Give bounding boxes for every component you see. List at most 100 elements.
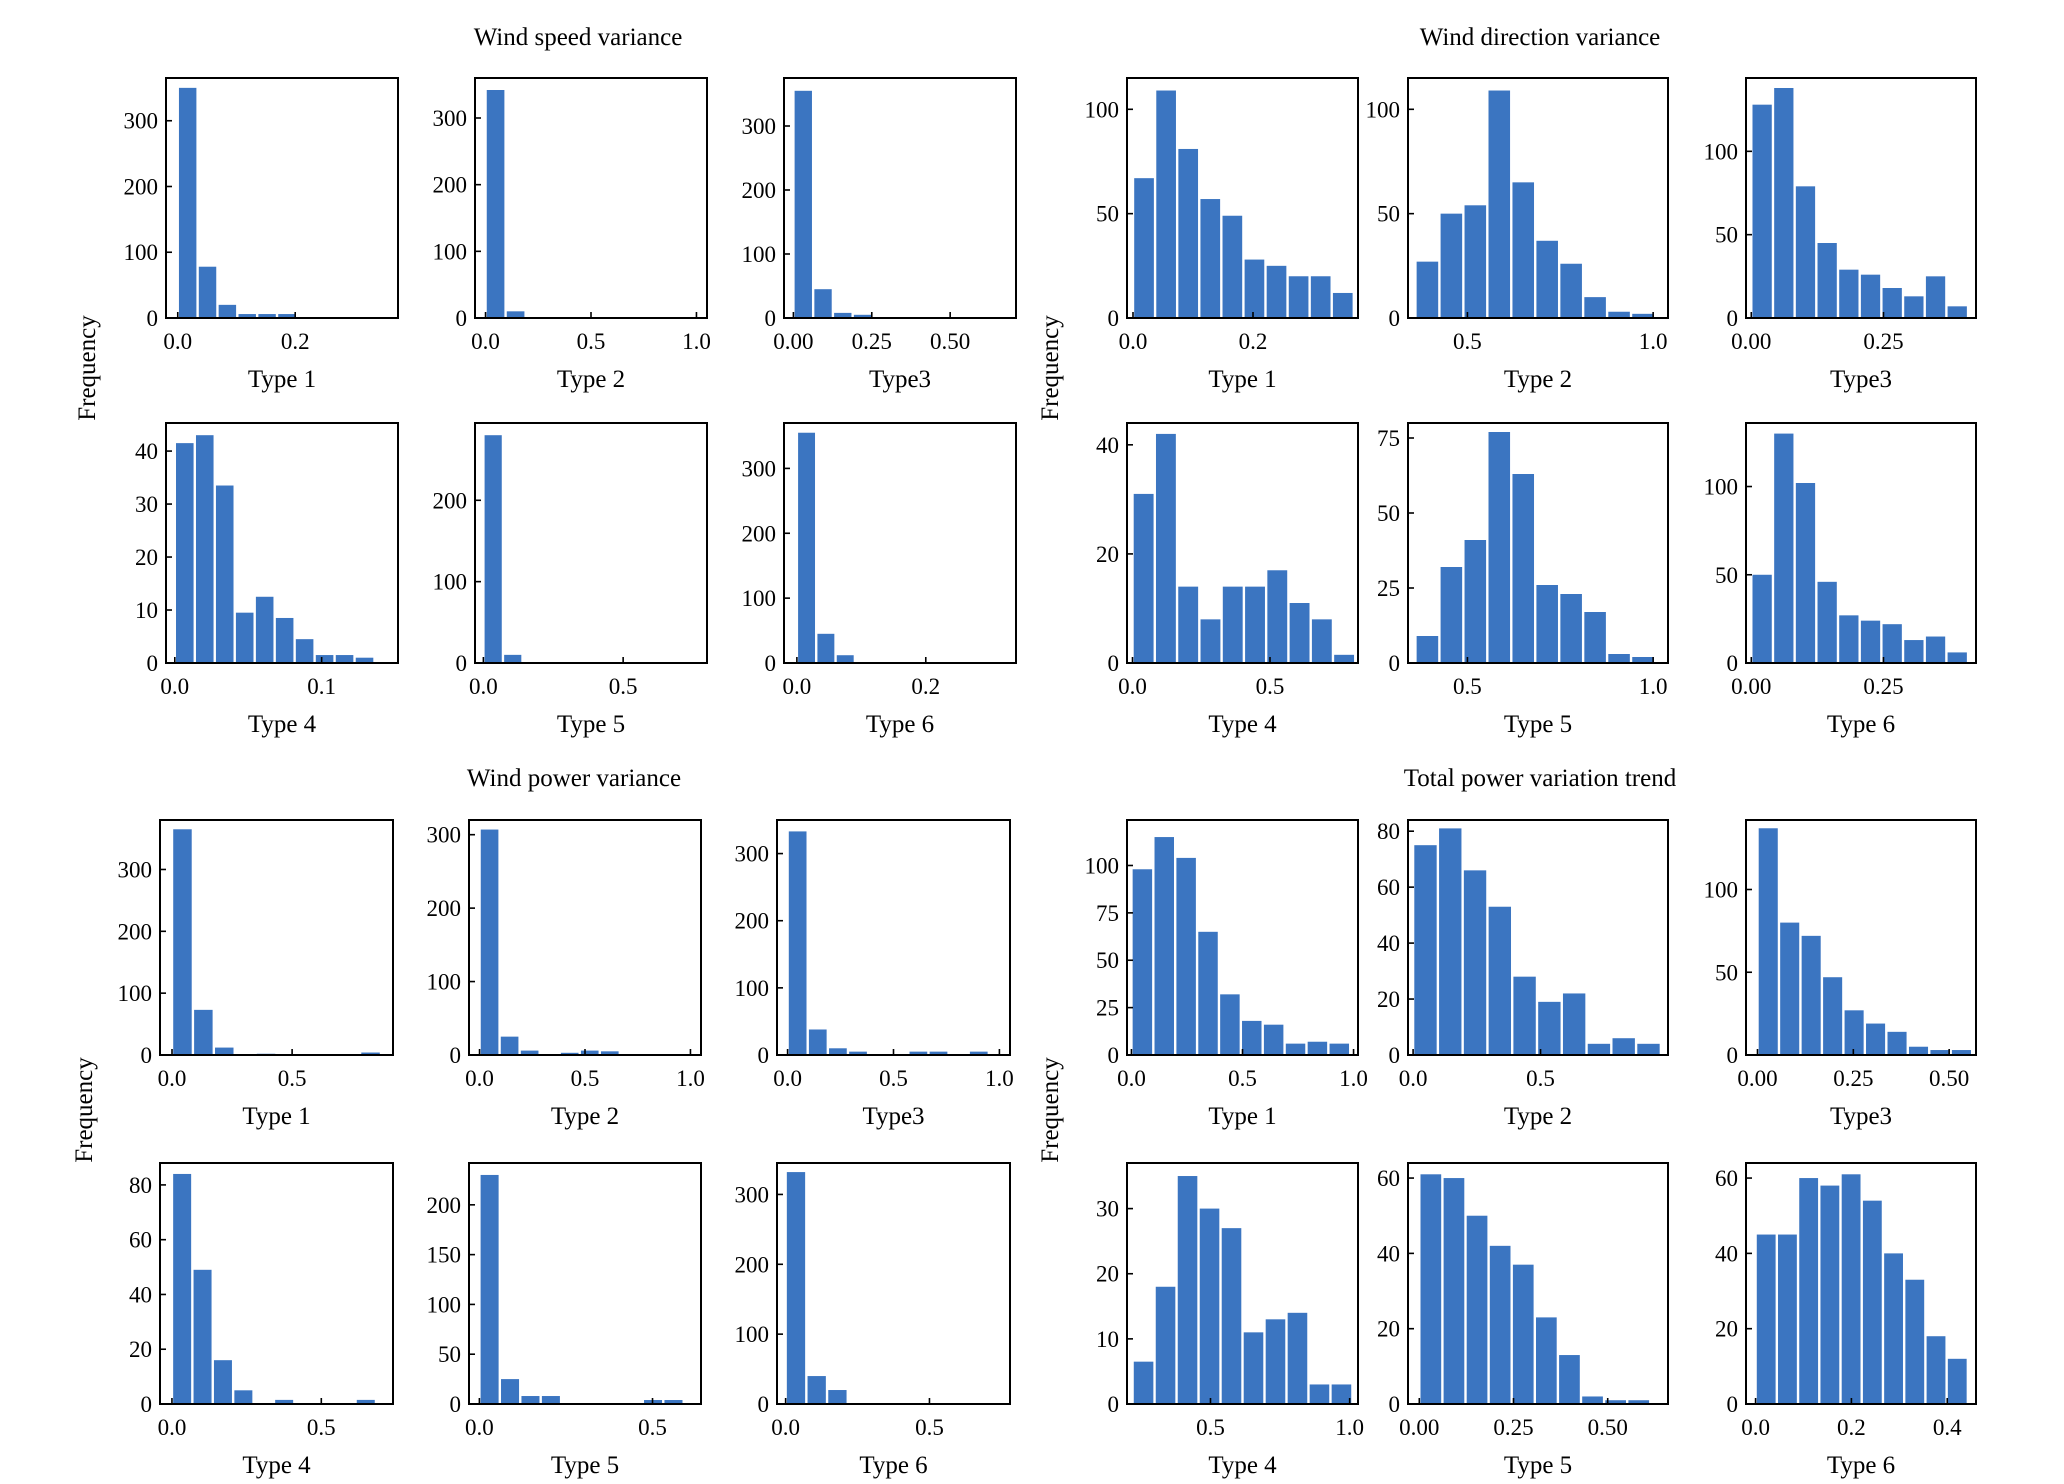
histogram-bar xyxy=(1951,1050,1971,1055)
y-tick-label: 100 xyxy=(742,586,777,611)
histogram-panel: 0.0 0.5 0 20 40 60 80 Type 4 xyxy=(129,1162,394,1479)
x-tick-label: 0.50 xyxy=(1588,1415,1628,1440)
x-tick-label: 1.0 xyxy=(676,1066,705,1091)
x-axis-label: Type 6 xyxy=(859,1452,927,1479)
y-tick-label: 40 xyxy=(1715,1241,1738,1266)
x-tick-label: 0.5 xyxy=(307,1415,336,1440)
y-tick-label: 80 xyxy=(1377,819,1400,844)
histogram-bar xyxy=(1559,1355,1580,1404)
histogram-bar xyxy=(1752,104,1772,318)
x-tick-label: 0.0 xyxy=(1399,1066,1428,1091)
plot-frame xyxy=(1745,819,1977,1056)
group-title: Wind direction variance xyxy=(1420,24,1661,51)
plot-frame xyxy=(474,77,708,319)
x-tick-label: 0.0 xyxy=(1119,329,1148,354)
histogram-bar xyxy=(836,655,854,663)
histogram-panel: 0.0 0.5 1.0 0 100 200 300 Type 2 xyxy=(427,819,705,1130)
histogram-bar xyxy=(600,1051,619,1055)
y-tick-label: 20 xyxy=(1377,1317,1400,1342)
x-axis-label: Type 4 xyxy=(242,1452,311,1479)
x-tick-label: 1.0 xyxy=(1335,1415,1364,1440)
histogram-bar xyxy=(1200,199,1221,318)
histogram-bar xyxy=(213,1360,232,1404)
y-tick-label: 0 xyxy=(1727,651,1739,676)
histogram-bar xyxy=(1801,935,1821,1055)
histogram-bar xyxy=(176,443,194,663)
histogram-bar xyxy=(1222,586,1243,663)
y-tick-label: 200 xyxy=(735,909,770,934)
y-tick-label: 100 xyxy=(433,239,468,264)
histogram-bar xyxy=(1489,1245,1511,1404)
histogram-bar xyxy=(1612,1038,1635,1055)
histogram-bar xyxy=(1443,1178,1465,1404)
histogram-bar xyxy=(1882,624,1902,663)
y-tick-label: 25 xyxy=(1096,996,1119,1021)
x-tick-label: 0.00 xyxy=(1731,674,1771,699)
histogram-bar xyxy=(1310,276,1331,318)
histogram-bar xyxy=(1289,603,1310,663)
plot-frame xyxy=(468,819,702,1056)
x-tick-label: 0.00 xyxy=(1399,1415,1439,1440)
histogram-panel: 0.5 1.0 0 25 50 75 Type 5 xyxy=(1377,422,1669,738)
y-tick-label: 200 xyxy=(124,174,159,199)
y-tick-label: 100 xyxy=(1085,853,1120,878)
histogram-bar xyxy=(355,657,374,663)
x-tick-label: 0.0 xyxy=(465,1066,494,1091)
histogram-bar xyxy=(1947,652,1967,663)
histogram-bar xyxy=(194,1009,213,1055)
y-tick-label: 50 xyxy=(1096,202,1119,227)
histogram-bar xyxy=(1154,837,1174,1055)
y-tick-label: 0 xyxy=(141,1392,153,1417)
x-axis-label: Type 1 xyxy=(1208,1103,1276,1130)
histogram-panel: 0.0 0.5 0 100 200 300 Type 6 xyxy=(735,1162,1011,1479)
histogram-bar xyxy=(580,1050,599,1055)
histogram-bar xyxy=(1307,1041,1328,1055)
histogram-bar xyxy=(1862,1200,1882,1404)
histogram-bar xyxy=(1439,828,1462,1055)
y-tick-label: 0 xyxy=(1389,306,1401,331)
histogram-bar xyxy=(193,1269,212,1404)
histogram-bar xyxy=(1925,636,1946,663)
x-tick-label: 0.25 xyxy=(1863,674,1903,699)
histogram-bar xyxy=(218,304,237,318)
histogram-bar xyxy=(1265,1319,1286,1404)
histogram-bar xyxy=(1220,994,1240,1055)
histogram-panel: 0.0 0.5 0 20 40 Type 4 xyxy=(1096,422,1359,738)
histogram-panel: 0.0 0.2 0 100 200 300 Type 1 xyxy=(124,77,399,393)
histogram-bar xyxy=(814,289,832,318)
x-tick-label: 0.0 xyxy=(783,674,812,699)
y-tick-label: 60 xyxy=(129,1228,152,1253)
x-tick-label: 1.0 xyxy=(1339,1066,1368,1091)
histogram-bar xyxy=(1244,259,1265,318)
x-tick-label: 0.4 xyxy=(1933,1415,1962,1440)
x-axis-label: Type 6 xyxy=(1827,711,1895,738)
histogram-bar xyxy=(1329,1043,1350,1055)
histogram-panel: 0.00 0.25 0 50 100 Type3 xyxy=(1704,77,1977,393)
plot-frame xyxy=(776,819,1011,1056)
chart-group-3: Wind power variance Frequency 0.0 0.5 0 100 20… xyxy=(71,765,1014,1479)
histogram-bar xyxy=(1584,612,1606,663)
histogram-bar xyxy=(1242,1020,1262,1055)
y-tick-label: 0 xyxy=(1389,1392,1401,1417)
histogram-bar xyxy=(909,1051,928,1055)
histogram-panel: 0.0 0.2 0 100 200 300 Type 6 xyxy=(742,422,1017,738)
plot-frame xyxy=(165,77,399,319)
plot-frame xyxy=(1407,1162,1669,1405)
histogram-bar xyxy=(1488,90,1511,319)
x-axis-label: Type 4 xyxy=(1208,711,1277,738)
histogram-bar xyxy=(1177,1176,1198,1404)
histogram-bar xyxy=(198,266,217,318)
histogram-bar xyxy=(1632,657,1654,663)
histogram-bar xyxy=(1513,976,1536,1055)
histogram-panel: 0.0 0.5 0 50 100 150 200 Type 5 xyxy=(427,1162,702,1479)
histogram-bar xyxy=(828,1390,847,1404)
histogram-bar xyxy=(1947,1358,1967,1404)
histogram-bar xyxy=(1582,1396,1603,1404)
x-tick-label: 0.0 xyxy=(469,674,498,699)
x-axis-label: Type 5 xyxy=(551,1452,619,1479)
histogram-bar xyxy=(234,1390,253,1404)
histogram-bar xyxy=(1133,493,1154,663)
x-tick-label: 0.2 xyxy=(911,674,940,699)
histogram-panel: 0.0 0.5 1.0 0 100 200 300 Type3 xyxy=(735,819,1014,1130)
histogram-panel: 0.00 0.25 0.50 0 100 200 300 Type3 xyxy=(742,77,1017,393)
